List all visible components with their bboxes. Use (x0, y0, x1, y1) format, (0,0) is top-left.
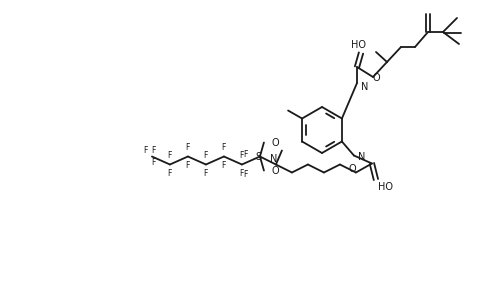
Text: O: O (372, 73, 380, 83)
Text: HO: HO (378, 182, 393, 192)
Text: F: F (244, 170, 248, 179)
Text: F: F (168, 169, 172, 178)
Text: HO: HO (352, 40, 367, 50)
Text: F: F (186, 161, 190, 170)
Text: F: F (222, 161, 226, 170)
Text: F: F (240, 151, 244, 160)
Text: F: F (222, 143, 226, 152)
Text: O: O (272, 165, 280, 175)
Text: F: F (186, 143, 190, 152)
Text: S: S (256, 152, 262, 162)
Text: N: N (358, 152, 366, 162)
Text: F: F (244, 150, 248, 159)
Text: F: F (204, 151, 208, 160)
Text: F: F (240, 169, 244, 178)
Text: N: N (270, 154, 278, 164)
Text: F: F (152, 158, 156, 167)
Text: F: F (168, 151, 172, 160)
Text: F: F (204, 169, 208, 178)
Text: F: F (144, 146, 148, 155)
Text: O: O (272, 138, 280, 148)
Text: O: O (348, 165, 356, 175)
Text: F: F (152, 146, 156, 155)
Text: N: N (361, 82, 369, 92)
